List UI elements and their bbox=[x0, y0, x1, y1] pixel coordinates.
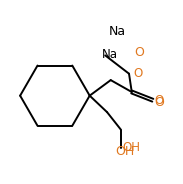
Text: O: O bbox=[134, 67, 143, 80]
Text: O: O bbox=[155, 96, 165, 109]
Text: O: O bbox=[155, 94, 164, 107]
Text: Na: Na bbox=[102, 48, 117, 61]
Text: OH: OH bbox=[116, 145, 135, 158]
Text: OH: OH bbox=[123, 141, 141, 154]
Text: O: O bbox=[134, 46, 144, 59]
Text: Na: Na bbox=[109, 25, 126, 38]
